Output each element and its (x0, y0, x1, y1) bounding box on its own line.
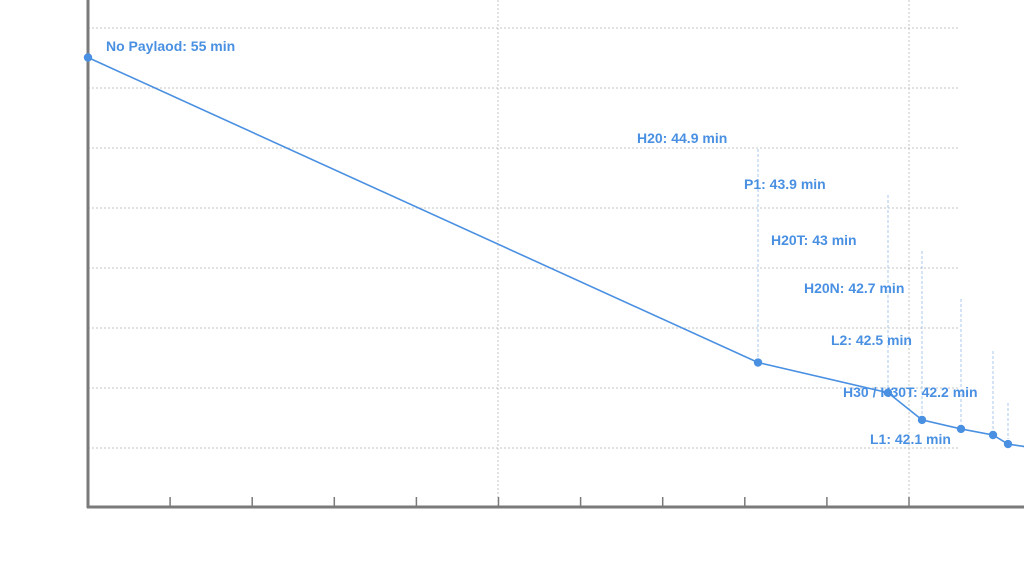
data-label-7: L1: 42.1 min (870, 431, 951, 447)
label-leader-lines (757, 149, 1009, 440)
data-point-0 (83, 53, 93, 62)
data-labels: No Paylaod: 55 min H20: 44.9 min P1: 43.9 … (106, 38, 978, 447)
data-label-6: H30 / H30T: 42.2 min (843, 384, 978, 400)
data-label-4: H20N: 42.7 min (804, 280, 904, 296)
data-point-4 (956, 424, 966, 434)
data-label-3: H20T: 43 min (771, 232, 857, 248)
data-label-2: P1: 43.9 min (744, 176, 826, 192)
data-point-2 (883, 388, 893, 397)
chart-axes (86, 0, 1024, 509)
data-points (83, 53, 1024, 449)
data-label-5: L2: 42.5 min (831, 332, 912, 348)
data-point-1 (753, 358, 763, 367)
data-point-6 (1003, 439, 1013, 449)
data-point-5 (988, 430, 998, 440)
data-point-3 (917, 415, 927, 425)
chart-grid (88, 0, 958, 506)
data-label-1: H20: 44.9 min (637, 130, 727, 146)
data-label-0: No Paylaod: 55 min (106, 38, 235, 54)
